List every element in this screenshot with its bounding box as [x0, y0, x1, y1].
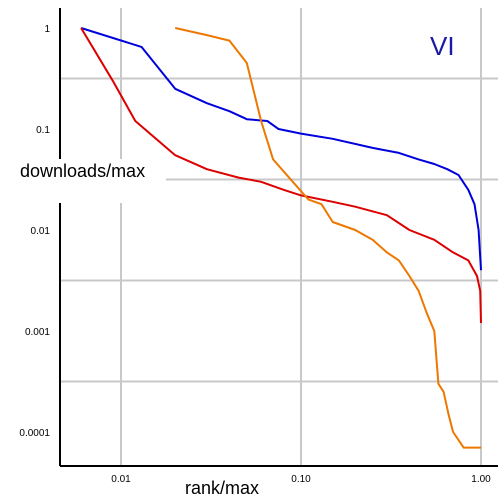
series-line-0: [80, 27, 482, 271]
series-line-1: [80, 27, 482, 324]
x-tick-label-1: 0.10: [291, 474, 311, 485]
x-tick-label-2: 1.00: [471, 474, 491, 485]
y-tick-label-1: 0.1: [36, 125, 50, 136]
ylabel-background: [18, 159, 166, 203]
tick-labels: 0.01 0.10 1.00 1 0.1 0.01 0.001 0.0001: [19, 24, 491, 485]
y-tick-label-2: 0.01: [31, 226, 51, 237]
x-tick-label-0: 0.01: [111, 474, 131, 485]
panel-label: VI: [430, 31, 455, 61]
series-line-2: [174, 27, 481, 449]
y-tick-label-0: 1: [44, 24, 50, 35]
x-axis-title: rank/max: [185, 478, 259, 498]
y-tick-label-4: 0.0001: [19, 428, 50, 439]
axes: [59, 8, 498, 467]
y-axis-title: downloads/max: [20, 161, 145, 181]
y-tick-label-3: 0.001: [25, 327, 50, 338]
series-group: [80, 27, 482, 449]
